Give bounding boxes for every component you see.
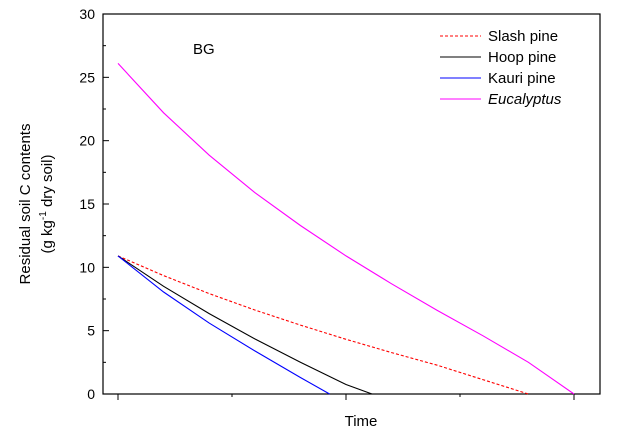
y-tick-label: 20: [79, 133, 95, 149]
y-tick-label: 25: [79, 69, 95, 85]
series-layer: [117, 63, 575, 395]
series-line: [117, 255, 373, 395]
y-tick-label: 5: [87, 323, 95, 339]
series-line: [117, 63, 575, 395]
y-tick-label: 15: [79, 196, 95, 212]
x-axis-label: Time: [345, 413, 378, 430]
y-axis-ticks: 0 5 10 15 20 25 30: [79, 6, 109, 402]
legend-label: Kauri pine: [488, 70, 556, 87]
y-axis-label-unit-a: (g kg: [39, 220, 56, 253]
series-line: [117, 255, 529, 395]
legend-label: Hoop pine: [488, 49, 556, 66]
x-axis-ticks: [117, 394, 575, 400]
legend-label: Eucalyptus: [488, 91, 562, 108]
y-axis-label-line1: Residual soil C contents: [17, 124, 34, 285]
y-tick-label: 10: [79, 259, 95, 275]
legend-label: Slash pine: [488, 28, 558, 45]
series-line: [117, 255, 330, 395]
y-axis-label-unit-sup: -1: [38, 211, 49, 220]
legend: Slash pine Hoop pine Kauri pine Eucalyptus: [440, 28, 562, 108]
y-axis-label-line2: (g kg-1 dry soil): [38, 155, 56, 254]
y-tick-label: 0: [87, 386, 95, 402]
y-axis-label-unit-b: dry soil): [39, 155, 56, 212]
y-tick-label: 30: [79, 6, 95, 22]
panel-label: BG: [193, 41, 215, 58]
